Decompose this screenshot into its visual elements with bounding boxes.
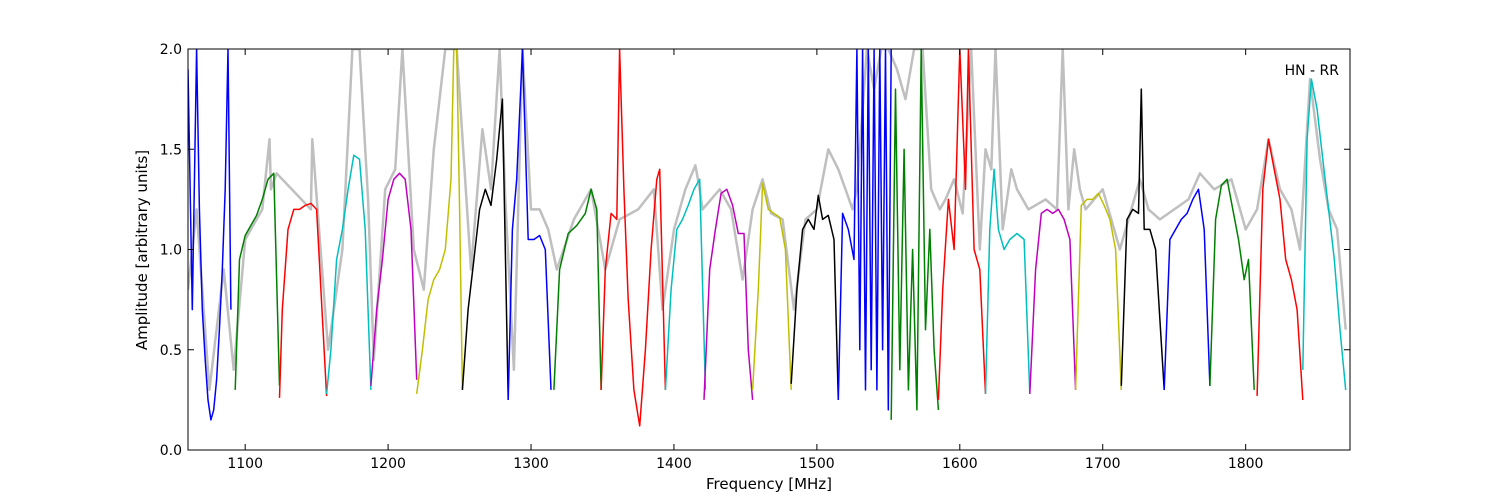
x-axis-label: Frequency [MHz]: [706, 475, 832, 493]
x-tick-label: 1600: [942, 456, 978, 472]
series-line-7: [461, 98, 509, 400]
x-tick-label: 1500: [799, 456, 835, 472]
series-line-10: [600, 49, 667, 427]
x-tick-label: 1400: [656, 456, 692, 472]
series-line-11: [664, 178, 707, 390]
series-line-19: [1029, 208, 1077, 394]
y-axis: 0.0 0.5 1.0 1.5 2.0: [160, 42, 1350, 459]
x-axis: 1100 1200 1300 1400 1500 1600 1700 1800: [227, 49, 1263, 472]
series-line-23: [1209, 178, 1255, 390]
series-line-9: [553, 188, 602, 390]
series-line-5: [370, 172, 418, 386]
y-tick-label: 1.0: [160, 243, 182, 259]
series-line-21: [1120, 88, 1165, 390]
y-tick-label: 1.5: [160, 142, 182, 158]
series-line-25: [1302, 78, 1347, 390]
series-line-13: [751, 182, 792, 390]
x-tick-label: 1100: [227, 456, 263, 472]
y-tick-label: 0.5: [160, 343, 182, 359]
series-line-16: [890, 49, 940, 420]
series-line-6: [415, 49, 464, 394]
series-line-17: [937, 49, 987, 400]
series-line-15: [837, 49, 892, 411]
series-line-8: [507, 49, 552, 400]
series-group: [188, 49, 1347, 427]
x-tick-label: 1700: [1085, 456, 1121, 472]
annotation-label: HN - RR: [1285, 63, 1340, 79]
series-line-20: [1074, 192, 1123, 390]
y-axis-label: Amplitude [arbitrary units]: [133, 150, 151, 350]
series-line-1: [188, 49, 232, 421]
series-line-18: [984, 168, 1031, 394]
series-line-12: [703, 188, 754, 400]
series-line-3: [278, 202, 328, 398]
x-tick-label: 1800: [1228, 456, 1264, 472]
series-line-2: [234, 172, 281, 390]
y-tick-label: 2.0: [160, 42, 182, 58]
series-line-4: [325, 154, 372, 394]
y-tick-label: 0.0: [160, 443, 182, 459]
x-tick-label: 1300: [513, 456, 549, 472]
series-line-22: [1163, 188, 1211, 390]
series-line-24: [1256, 138, 1304, 400]
series-line-14: [790, 194, 840, 400]
x-tick-label: 1200: [370, 456, 406, 472]
